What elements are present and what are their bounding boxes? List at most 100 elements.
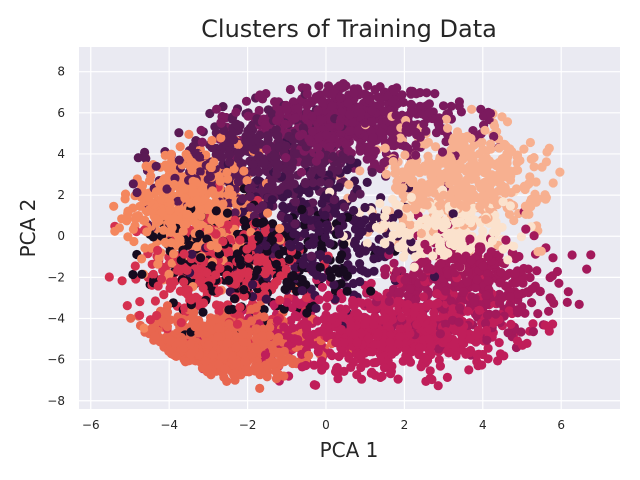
data-point <box>454 234 464 245</box>
data-point <box>173 196 183 206</box>
data-point <box>173 264 183 274</box>
data-point <box>431 221 441 231</box>
data-point <box>526 194 536 204</box>
data-point <box>207 261 217 271</box>
data-point <box>472 274 482 285</box>
data-point <box>290 310 300 321</box>
x-tick-label: −4 <box>160 418 178 432</box>
data-point <box>267 195 277 205</box>
data-point <box>491 309 501 319</box>
data-point <box>342 286 352 296</box>
data-point <box>355 259 365 269</box>
data-point <box>318 272 328 283</box>
data-point <box>586 250 596 260</box>
data-point <box>195 167 205 177</box>
data-point <box>428 251 438 261</box>
data-point <box>216 118 226 128</box>
data-point <box>219 125 229 135</box>
data-point <box>275 105 285 115</box>
data-point <box>527 298 537 308</box>
data-points <box>104 79 596 393</box>
data-point <box>463 267 473 277</box>
data-point <box>529 153 539 163</box>
data-point <box>317 97 327 107</box>
data-point <box>150 214 161 224</box>
data-point <box>270 151 280 162</box>
data-point <box>284 254 294 264</box>
data-point <box>321 130 332 140</box>
data-point <box>350 330 360 340</box>
data-point <box>150 331 160 341</box>
data-point <box>276 211 286 221</box>
data-point <box>393 374 403 384</box>
data-point <box>148 269 158 279</box>
data-point <box>379 220 389 230</box>
data-point <box>323 223 333 233</box>
y-tick-label: 0 <box>57 229 65 243</box>
data-point <box>380 211 390 222</box>
data-point <box>320 232 330 243</box>
data-point <box>481 290 491 300</box>
data-point <box>347 117 357 127</box>
data-point <box>308 178 318 188</box>
data-point <box>314 81 324 91</box>
x-axis-label: PCA 1 <box>320 438 379 462</box>
data-point <box>494 338 504 348</box>
data-point <box>469 157 479 168</box>
data-point <box>362 177 372 187</box>
data-point <box>495 178 505 188</box>
data-point <box>280 284 290 294</box>
data-point <box>256 367 266 377</box>
data-point <box>471 330 481 340</box>
data-point <box>393 209 403 219</box>
data-point <box>527 284 537 294</box>
data-point <box>348 278 359 289</box>
data-point <box>479 199 489 209</box>
data-point <box>137 269 147 279</box>
data-point <box>137 254 147 264</box>
data-point <box>186 349 196 359</box>
data-point <box>274 249 284 259</box>
data-point <box>260 282 270 292</box>
data-point <box>528 327 539 337</box>
data-point <box>282 222 292 232</box>
data-point <box>529 231 539 241</box>
data-point <box>230 208 240 218</box>
data-point <box>400 150 410 160</box>
data-point <box>218 236 228 247</box>
data-point <box>483 354 493 364</box>
data-point <box>367 167 377 177</box>
data-point <box>204 340 214 350</box>
data-point <box>252 253 262 263</box>
y-tick-label: 2 <box>57 188 65 202</box>
data-point <box>196 125 206 135</box>
data-point <box>163 163 173 173</box>
data-point <box>334 224 344 234</box>
data-point <box>455 217 466 227</box>
data-point <box>478 226 488 236</box>
data-point <box>224 319 234 329</box>
data-point <box>150 296 160 306</box>
data-point <box>317 365 327 375</box>
data-point <box>153 259 163 269</box>
data-point <box>422 88 432 98</box>
data-point <box>185 198 195 208</box>
data-point <box>487 236 497 246</box>
data-point <box>204 201 214 211</box>
data-point <box>533 247 543 257</box>
data-point <box>528 319 538 329</box>
data-point <box>304 335 314 345</box>
data-point <box>451 176 461 187</box>
data-point <box>419 353 430 363</box>
data-point <box>418 292 428 302</box>
data-point <box>185 339 195 349</box>
data-point <box>511 165 521 176</box>
data-point <box>434 201 444 211</box>
data-point <box>128 269 138 280</box>
chart-title: Clusters of Training Data <box>201 15 497 43</box>
data-point <box>389 86 399 96</box>
data-point <box>297 349 307 359</box>
data-point <box>508 241 519 251</box>
data-point <box>245 192 255 202</box>
data-point <box>236 370 246 380</box>
